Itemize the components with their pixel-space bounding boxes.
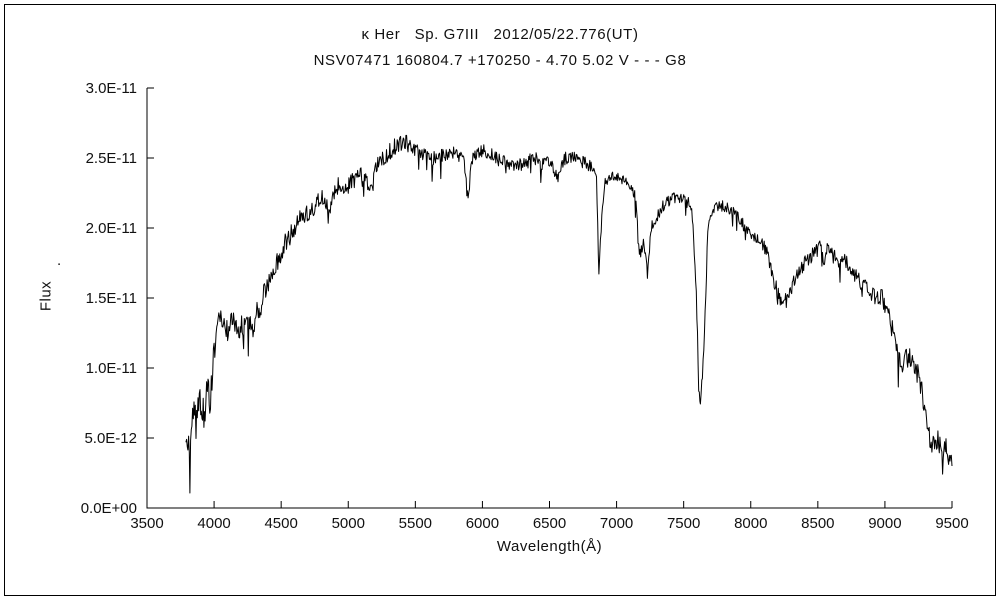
x-tick-label: 9000 (868, 515, 901, 532)
y-tick-label: 1.5E-11 (86, 290, 137, 307)
x-tick-label: 7000 (600, 515, 633, 532)
x-tick-label: 6500 (533, 515, 566, 532)
y-tick-label: 2.0E-11 (86, 220, 137, 237)
chart-subtitle: NSV07471 160804.7 +170250 - 4.70 5.02 V … (313, 52, 687, 69)
spectrum-line (185, 134, 953, 494)
x-tick-label: 7500 (667, 515, 700, 532)
axes (146, 88, 952, 509)
x-tick-label: 8000 (734, 515, 767, 532)
y-tick-label: 2.5E-11 (86, 150, 137, 167)
y-tick-label: 3.0E-11 (86, 80, 137, 97)
x-tick-label: 3500 (130, 515, 163, 532)
x-tick-label: 5000 (332, 515, 365, 532)
y-tick-label: 0.0E+00 (81, 500, 137, 517)
x-tick-label: 4500 (264, 515, 297, 532)
y-axis-label: Flux (37, 280, 55, 312)
x-tick-label: 6000 (466, 515, 499, 532)
y-axis-label-dot: . (57, 252, 62, 269)
y-tick-label: 1.0E-11 (86, 360, 137, 377)
x-tick-label: 8500 (801, 515, 834, 532)
y-tick-label: 5.0E-12 (84, 430, 137, 447)
x-tick-label: 4000 (197, 515, 230, 532)
x-tick-label: 5500 (399, 515, 432, 532)
x-tick-label: 9500 (935, 515, 968, 532)
x-axis-label: Wavelength(Å) (496, 538, 603, 555)
chart-title: κ Her Sp. G7III 2012/05/22.776(UT) (361, 26, 639, 43)
